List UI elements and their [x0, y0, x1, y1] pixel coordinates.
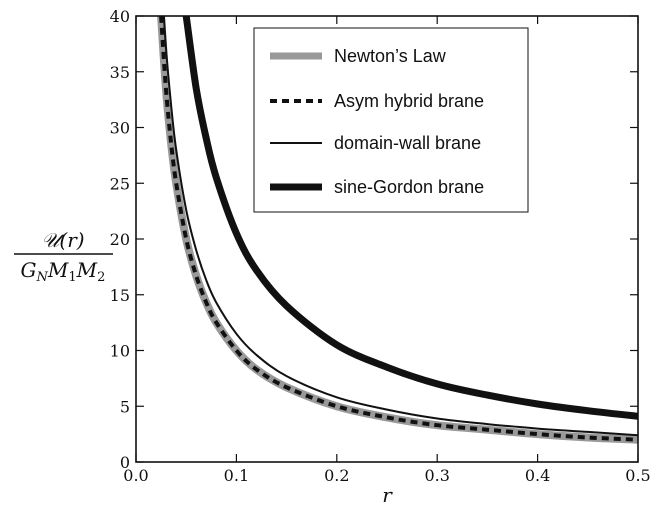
- y-tick-label: 10: [110, 342, 130, 361]
- y-axis-label-numerator: 𝒰(r): [41, 228, 84, 252]
- y-tick-label: 15: [110, 286, 130, 305]
- y-tick-label: 5: [120, 397, 130, 416]
- legend-label-domain-wall-brane: domain-wall brane: [334, 133, 481, 153]
- y-tick-label: 25: [110, 174, 130, 193]
- x-tick-label: 0.4: [525, 466, 550, 485]
- x-tick-label: 0.3: [424, 466, 449, 485]
- y-axis-label: 𝒰(r) GNM1M2: [14, 228, 113, 285]
- y-tick-label: 20: [110, 230, 130, 249]
- legend-label-sine-gordon-brane: sine-Gordon brane: [334, 177, 484, 197]
- legend: Newton’s Law Asym hybrid brane domain-wa…: [254, 28, 528, 212]
- x-axis-label: r: [382, 483, 393, 506]
- x-tick-label: 0.1: [224, 466, 249, 485]
- x-tick-label: 0.2: [324, 466, 349, 485]
- legend-label-asym-hybrid-brane: Asym hybrid brane: [334, 91, 484, 111]
- y-axis-label-denominator: GNM1M2: [21, 258, 106, 285]
- y-tick-label: 30: [110, 119, 130, 138]
- y-tick-label: 0: [120, 453, 130, 472]
- y-tick-label: 40: [110, 7, 130, 26]
- x-tick-label: 0.5: [625, 466, 650, 485]
- legend-label-newtons-law: Newton’s Law: [334, 46, 447, 66]
- y-tick-label: 35: [110, 63, 130, 82]
